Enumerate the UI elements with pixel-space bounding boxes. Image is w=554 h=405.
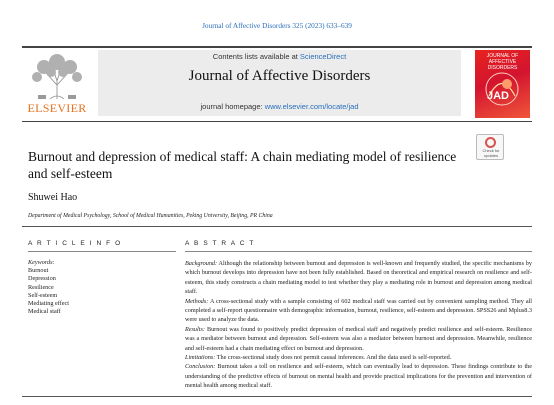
article-info-heading: A R T I C L E I N F O bbox=[28, 240, 122, 247]
check-updates-icon bbox=[485, 137, 496, 148]
elsevier-tree-logo bbox=[32, 54, 82, 100]
journal-cover-thumbnail[interactable]: JOURNAL OF AFFECTIVE DISORDERS JAD bbox=[475, 50, 530, 118]
article-title: Burnout and depression of medical staff:… bbox=[28, 149, 457, 181]
homepage-line: journal homepage: www.elsevier.com/locat… bbox=[200, 102, 359, 111]
cover-abbrev: JAD bbox=[487, 90, 510, 102]
check-updates-label: Check for updates bbox=[482, 148, 500, 158]
divider bbox=[22, 396, 532, 397]
keyword-item[interactable]: Mediating effect bbox=[28, 300, 69, 308]
journal-header bbox=[22, 46, 532, 122]
keyword-item[interactable]: Resilience bbox=[28, 283, 54, 291]
sciencedirect-link[interactable]: ScienceDirect bbox=[299, 52, 347, 61]
publisher-wordmark: ELSEVIER bbox=[27, 101, 87, 115]
check-for-updates-button[interactable]: Check for updates bbox=[476, 134, 504, 160]
abstract-body: Background: Although the relationship be… bbox=[185, 259, 532, 391]
cover-art bbox=[485, 72, 519, 106]
journal-citation-link[interactable]: Journal of Affective Disorders 325 (2023… bbox=[202, 21, 352, 30]
author-name[interactable]: Shuwei Hao bbox=[28, 192, 78, 203]
journal-homepage-link[interactable]: www.elsevier.com/locate/jad bbox=[264, 102, 359, 111]
keyword-item[interactable]: Depression bbox=[28, 275, 56, 283]
author-affiliation: Department of Medical Psychology, School… bbox=[28, 213, 273, 219]
header-band bbox=[98, 50, 461, 116]
divider bbox=[28, 251, 176, 252]
cover-title: JOURNAL OF AFFECTIVE DISORDERS bbox=[486, 53, 519, 71]
abstract-heading: A B S T R A C T bbox=[185, 240, 255, 247]
abstract-methods: Methods: A cross-sectional study with a … bbox=[185, 297, 532, 324]
divider bbox=[185, 251, 532, 252]
keywords-label: Keywords: bbox=[28, 259, 55, 266]
abstract-limitations: Limitations: The cross-sectional study d… bbox=[185, 354, 452, 362]
keywords-list: Keywords: Burnout Depression Resilience … bbox=[28, 259, 69, 316]
divider bbox=[22, 226, 532, 227]
journal-title: Journal of Affective Disorders bbox=[188, 68, 371, 84]
keyword-item[interactable]: Medical staff bbox=[28, 308, 61, 316]
abstract-background: Background: Although the relationship be… bbox=[185, 260, 532, 296]
keyword-item[interactable]: Burnout bbox=[28, 267, 49, 275]
keyword-item[interactable]: Self-esteem bbox=[28, 291, 58, 299]
abstract-results: Results: Burnout was found to positively… bbox=[185, 325, 532, 352]
contents-line: Contents lists available at ScienceDirec… bbox=[212, 52, 347, 61]
abstract-conclusion: Conclusion: Burnout takes a toll on resi… bbox=[185, 363, 532, 390]
